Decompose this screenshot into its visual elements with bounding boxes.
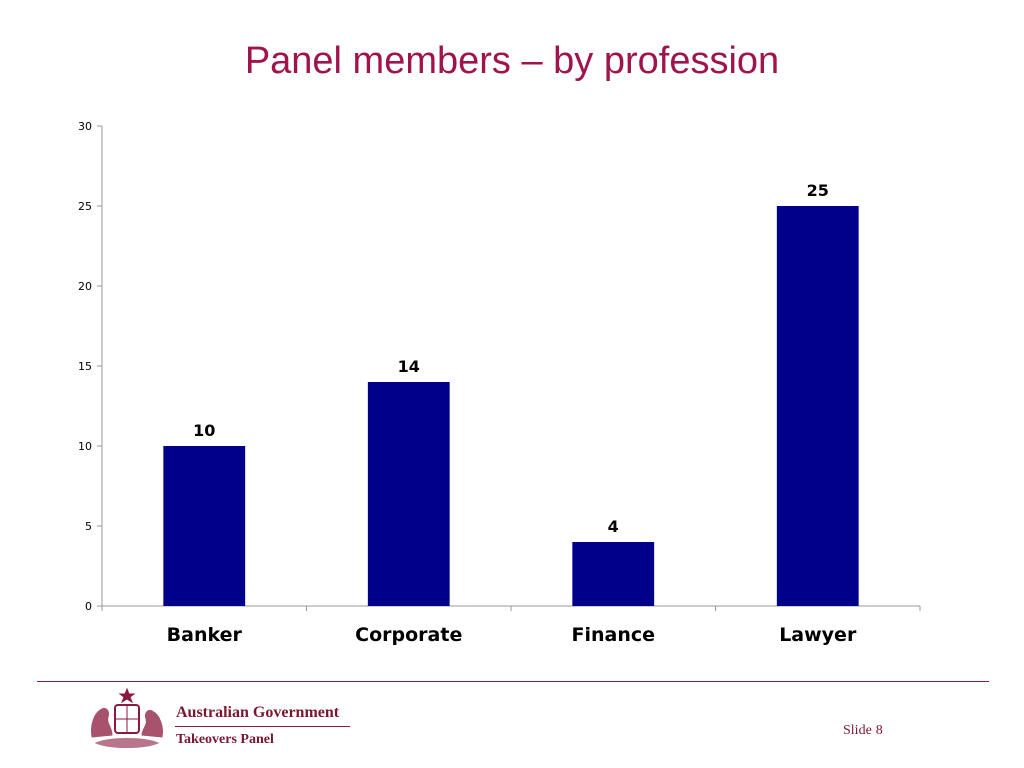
slide-title: Panel members – by profession bbox=[244, 40, 780, 82]
x-tick-label: Corporate bbox=[355, 624, 462, 646]
bar-finance bbox=[572, 542, 655, 606]
x-tick-label: Banker bbox=[167, 624, 243, 646]
slide-number: Slide 8 bbox=[843, 723, 887, 739]
department-name: Takeovers Panel bbox=[176, 732, 274, 747]
data-label: 25 bbox=[807, 181, 829, 200]
y-tick-label: 15 bbox=[78, 360, 92, 373]
organisation-divider bbox=[175, 726, 350, 727]
y-tick-label: 30 bbox=[78, 120, 92, 133]
footer-divider bbox=[37, 681, 989, 682]
y-tick-label: 10 bbox=[78, 440, 92, 453]
x-tick-label: Finance bbox=[571, 624, 655, 646]
coat-of-arms-icon bbox=[91, 687, 163, 748]
slide-number-value: 8 bbox=[875, 723, 883, 738]
data-label: 14 bbox=[398, 357, 420, 376]
bar-corporate bbox=[367, 382, 450, 606]
slide-number-label: Slide bbox=[843, 723, 872, 738]
data-label: 10 bbox=[193, 421, 215, 440]
bar-banker bbox=[163, 446, 246, 606]
bar-lawyer bbox=[776, 206, 859, 606]
y-tick-label: 20 bbox=[78, 280, 92, 293]
organisation-name: Australian Government bbox=[176, 704, 340, 721]
x-tick-label: Lawyer bbox=[779, 624, 857, 646]
bar-chart: 0 5 10 15 20 25 30 10 Banker 14 Corporate 4 Finance 2… bbox=[78, 120, 921, 646]
data-label: 4 bbox=[608, 517, 619, 536]
y-tick-label: 5 bbox=[85, 520, 92, 533]
y-tick-label: 25 bbox=[78, 200, 92, 213]
y-tick-label: 0 bbox=[85, 600, 92, 613]
